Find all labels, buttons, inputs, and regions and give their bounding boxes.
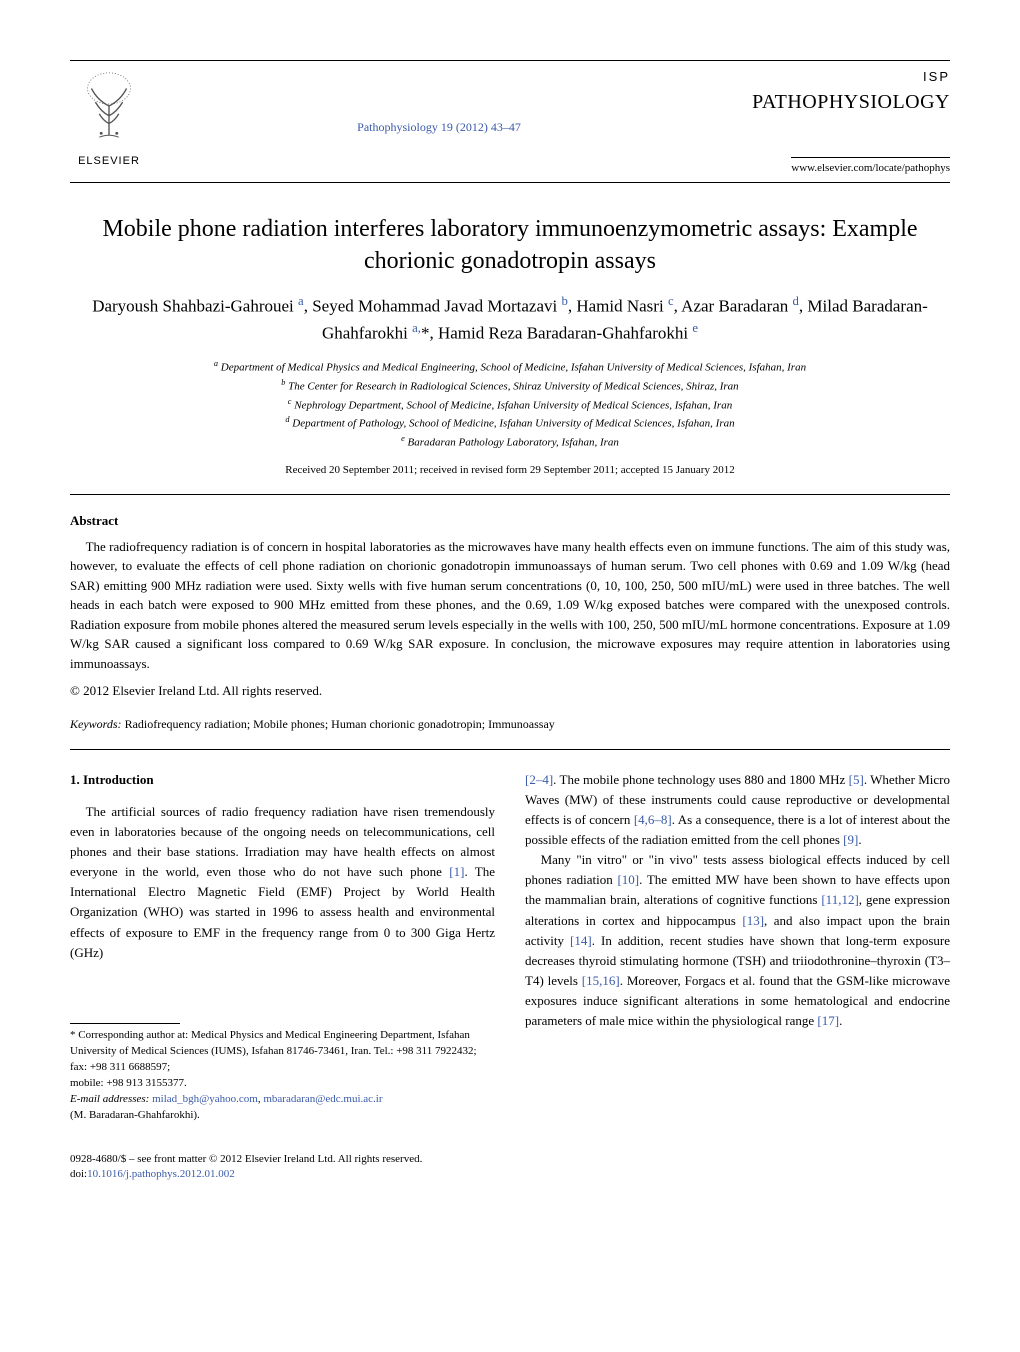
journal-header: ELSEVIER Pathophysiology 19 (2012) 43–47… xyxy=(70,60,950,183)
footnotes: * Corresponding author at: Medical Physi… xyxy=(70,1028,495,1124)
title-block: Mobile phone radiation interferes labora… xyxy=(70,213,950,478)
corresponding-mobile: mobile: +98 913 3155377. xyxy=(70,1076,495,1092)
right-column: [2–4]. The mobile phone technology uses … xyxy=(525,770,950,1124)
abstract-block: Abstract The radiofrequency radiation is… xyxy=(70,511,950,733)
intro-paragraph-right-2: Many "in vitro" or "in vivo" tests asses… xyxy=(525,850,950,1031)
journal-name: PATHOPHYSIOLOGY xyxy=(730,87,950,117)
journal-url[interactable]: www.elsevier.com/locate/pathophys xyxy=(791,157,950,177)
section-heading-intro: 1. Introduction xyxy=(70,770,495,790)
author-list: Daryoush Shahbazi-Gahrouei a, Seyed Moha… xyxy=(70,292,950,346)
corresponding-author: * Corresponding author at: Medical Physi… xyxy=(70,1028,495,1076)
doi-link[interactable]: 10.1016/j.pathophys.2012.01.002 xyxy=(87,1168,235,1180)
keywords-line: Keywords: Radiofrequency radiation; Mobi… xyxy=(70,715,950,733)
footer-meta: 0928-4680/$ – see front matter © 2012 El… xyxy=(70,1152,950,1183)
affiliation-d: d Department of Pathology, School of Med… xyxy=(70,414,950,433)
affiliation-e: e Baradaran Pathology Laboratory, Isfaha… xyxy=(70,433,950,452)
issn-line: 0928-4680/$ – see front matter © 2012 El… xyxy=(70,1152,950,1167)
publisher-logo-box: ELSEVIER xyxy=(70,67,148,169)
email-1[interactable]: milad_bgh@yahoo.com xyxy=(152,1093,258,1105)
affiliation-c: c Nephrology Department, School of Medic… xyxy=(70,396,950,415)
header-center: Pathophysiology 19 (2012) 43–47 xyxy=(148,67,730,137)
footnote-divider xyxy=(70,1023,180,1024)
divider xyxy=(70,494,950,495)
intro-paragraph-right-1: [2–4]. The mobile phone technology uses … xyxy=(525,770,950,851)
affiliation-b: b The Center for Research in Radiologica… xyxy=(70,377,950,396)
keywords-text: Radiofrequency radiation; Mobile phones;… xyxy=(122,717,555,731)
article-title: Mobile phone radiation interferes labora… xyxy=(70,213,950,278)
affiliation-a: a Department of Medical Physics and Medi… xyxy=(70,358,950,377)
divider xyxy=(70,749,950,750)
article-dates: Received 20 September 2011; received in … xyxy=(70,462,950,479)
email-line: E-mail addresses: milad_bgh@yahoo.com, m… xyxy=(70,1092,495,1108)
affiliations: a Department of Medical Physics and Medi… xyxy=(70,358,950,452)
publisher-name: ELSEVIER xyxy=(70,153,148,170)
email-author-suffix: (M. Baradaran-Ghahfarokhi). xyxy=(70,1108,495,1124)
abstract-copyright: © 2012 Elsevier Ireland Ltd. All rights … xyxy=(70,681,950,701)
abstract-text: The radiofrequency radiation is of conce… xyxy=(70,537,950,674)
email-label: E-mail addresses: xyxy=(70,1093,149,1105)
doi-line: doi:10.1016/j.pathophys.2012.01.002 xyxy=(70,1167,950,1182)
left-column: 1. Introduction The artificial sources o… xyxy=(70,770,495,1124)
isp-label: ISP xyxy=(730,67,950,87)
email-2[interactable]: mbaradaran@edc.mui.ac.ir xyxy=(263,1093,382,1105)
abstract-label: Abstract xyxy=(70,511,950,531)
keywords-label: Keywords: xyxy=(70,717,122,731)
header-right: ISP PATHOPHYSIOLOGY www.elsevier.com/loc… xyxy=(730,67,950,176)
elsevier-tree-icon xyxy=(70,67,148,145)
body-columns: 1. Introduction The artificial sources o… xyxy=(70,770,950,1124)
page-container: ELSEVIER Pathophysiology 19 (2012) 43–47… xyxy=(0,0,1020,1222)
citation-line: Pathophysiology 19 (2012) 43–47 xyxy=(357,120,521,134)
intro-paragraph-left: The artificial sources of radio frequenc… xyxy=(70,802,495,963)
